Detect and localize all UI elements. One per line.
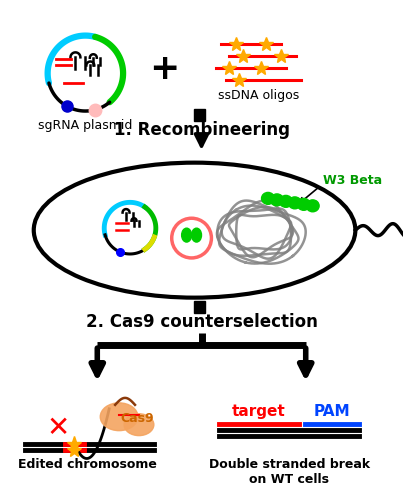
- Text: ✕: ✕: [47, 414, 70, 442]
- Ellipse shape: [100, 403, 138, 430]
- Ellipse shape: [279, 196, 292, 207]
- Ellipse shape: [289, 197, 301, 209]
- Text: +: +: [150, 52, 180, 86]
- Text: sgRNA plasmid: sgRNA plasmid: [38, 119, 133, 132]
- Ellipse shape: [297, 198, 310, 210]
- Ellipse shape: [262, 192, 274, 204]
- Ellipse shape: [182, 228, 191, 242]
- Ellipse shape: [124, 414, 154, 436]
- Text: W3 Beta: W3 Beta: [322, 174, 382, 187]
- Text: target: target: [232, 404, 286, 419]
- Ellipse shape: [270, 194, 283, 206]
- Ellipse shape: [191, 228, 202, 242]
- Text: 2. Cas9 counterselection: 2. Cas9 counterselection: [85, 312, 318, 330]
- Bar: [193, 300, 206, 312]
- Text: Edited chromosome: Edited chromosome: [18, 458, 157, 471]
- Text: PAM: PAM: [314, 404, 350, 419]
- Text: Double stranded break
on WT cells: Double stranded break on WT cells: [209, 458, 370, 486]
- Text: Cas9: Cas9: [120, 412, 154, 425]
- Bar: [193, 109, 206, 121]
- Text: 1. Recombineering: 1. Recombineering: [114, 121, 289, 139]
- Ellipse shape: [306, 200, 319, 212]
- Text: ssDNA oligos: ssDNA oligos: [218, 89, 300, 102]
